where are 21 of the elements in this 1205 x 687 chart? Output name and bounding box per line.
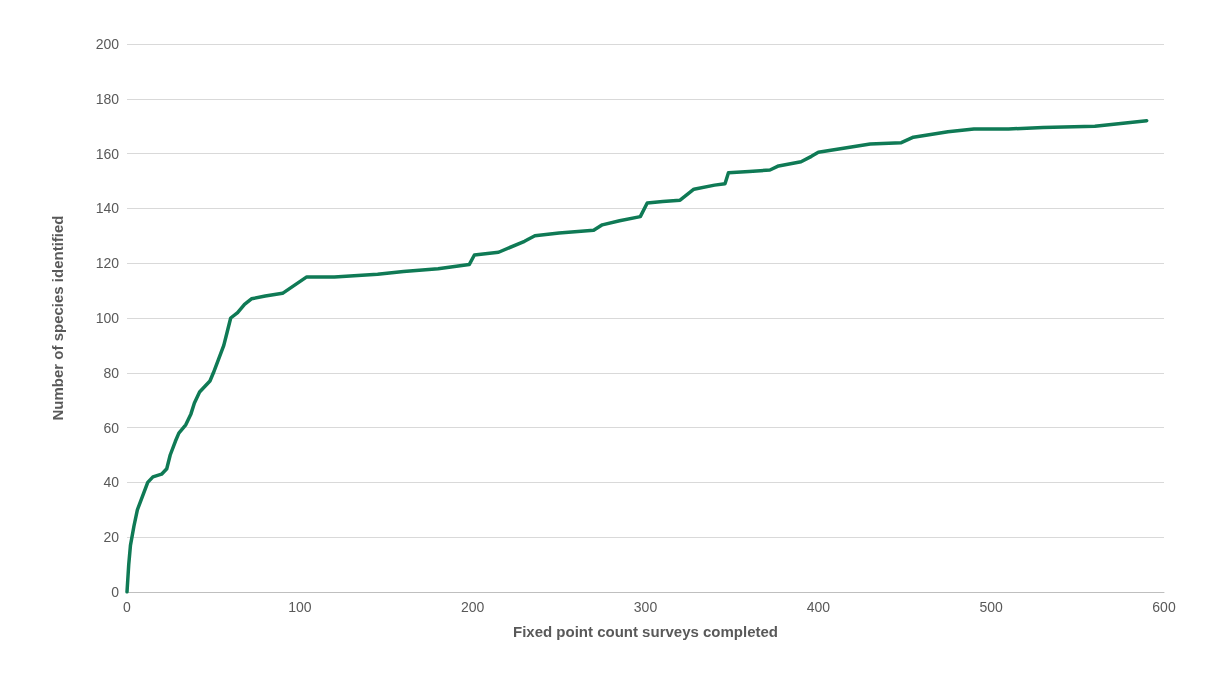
y-tick-label: 80: [103, 364, 120, 381]
y-tick-label: 120: [95, 255, 120, 272]
x-tick-label: 0: [123, 599, 132, 615]
y-tick-label: 40: [103, 474, 120, 491]
x-tick-label: 400: [806, 599, 831, 615]
y-tick-label: 20: [103, 529, 120, 546]
x-tick-label: 500: [979, 599, 1004, 615]
x-tick-label: 100: [288, 599, 312, 615]
y-tick-label: 60: [103, 419, 120, 436]
y-tick-label: 200: [95, 36, 120, 52]
x-tick-label: 200: [460, 599, 485, 615]
y-tick-label: 140: [95, 200, 120, 217]
x-tick-label: 300: [633, 599, 658, 615]
line-series: [125, 118, 1149, 594]
y-tick-label: 180: [95, 90, 120, 107]
y-axis-title: Number of species identified: [49, 215, 66, 421]
y-tick-label: 0: [111, 584, 120, 600]
y-tick-label: 100: [95, 310, 120, 326]
x-tick-label: 600: [1152, 599, 1176, 615]
x-axis-title: Fixed point count surveys completed: [512, 623, 779, 640]
y-tick-label: 160: [95, 145, 120, 162]
